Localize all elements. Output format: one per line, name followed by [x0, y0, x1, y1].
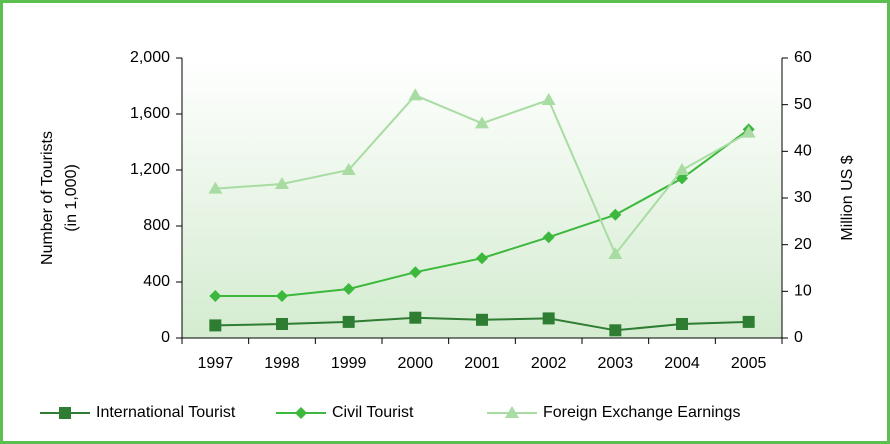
- marker: [208, 181, 223, 194]
- marker: [676, 172, 688, 185]
- y-tick-label: 1,600: [130, 105, 170, 122]
- marker: [341, 163, 356, 175]
- y-tick-label: 0: [161, 329, 170, 346]
- marker: [59, 407, 71, 419]
- x-tick-label: 2003: [598, 355, 634, 372]
- x-tick-label: 2002: [531, 355, 567, 372]
- y-tick-label: 2,000: [130, 49, 170, 66]
- y2-tick-label: 30: [794, 189, 812, 206]
- x-tick-label: 2005: [731, 355, 767, 372]
- x-tick-label: 1998: [264, 355, 300, 372]
- marker: [542, 312, 555, 325]
- marker: [409, 266, 422, 279]
- y2-tick-label: 50: [794, 96, 812, 113]
- marker: [675, 163, 689, 175]
- marker: [505, 406, 519, 418]
- y2-tick-label: 10: [794, 283, 812, 300]
- marker: [209, 290, 222, 302]
- marker: [742, 315, 755, 328]
- marker: [609, 324, 622, 337]
- y-axis-label: Number of Tourists: [39, 131, 56, 265]
- marker: [542, 231, 555, 244]
- marker: [476, 313, 488, 326]
- marker: [409, 311, 422, 324]
- y2-tick-label: 40: [794, 143, 812, 160]
- y-axis-label: (in 1,000): [63, 164, 80, 232]
- marker: [676, 318, 688, 330]
- y2-tick-label: 60: [794, 49, 812, 66]
- x-tick-label: 2001: [464, 355, 500, 372]
- y-tick-label: 400: [143, 273, 170, 290]
- marker: [275, 177, 289, 189]
- marker: [608, 247, 623, 259]
- x-tick-label: 1997: [198, 355, 234, 372]
- marker: [476, 252, 488, 265]
- marker: [475, 116, 489, 129]
- legend-label: Foreign Exchange Earnings: [543, 404, 740, 421]
- x-tick-label: 1999: [331, 355, 367, 372]
- marker: [276, 290, 288, 302]
- y2-tick-label: 20: [794, 236, 812, 253]
- y-tick-label: 800: [143, 217, 170, 234]
- y-tick-label: 1,200: [130, 161, 170, 178]
- y2-axis-label: Million US $: [839, 155, 856, 240]
- legend-label: Civil Tourist: [332, 404, 414, 421]
- legend-label: International Tourist: [96, 404, 236, 421]
- x-tick-label: 2004: [664, 355, 700, 372]
- marker: [741, 125, 756, 138]
- marker: [276, 318, 288, 330]
- marker: [408, 88, 423, 101]
- marker: [609, 208, 622, 221]
- marker: [209, 319, 222, 332]
- y2-tick-label: 0: [794, 329, 803, 346]
- marker: [295, 407, 307, 419]
- marker: [342, 315, 355, 328]
- marker: [541, 93, 556, 105]
- x-tick-label: 2000: [398, 355, 434, 372]
- marker: [342, 283, 355, 295]
